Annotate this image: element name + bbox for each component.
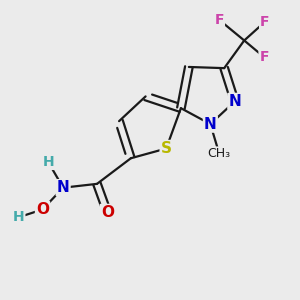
Text: O: O (101, 205, 114, 220)
Text: H: H (13, 210, 25, 224)
Text: N: N (57, 180, 70, 195)
Text: F: F (214, 13, 224, 27)
Text: N: N (204, 117, 217, 132)
Text: O: O (36, 202, 49, 217)
Text: F: F (260, 15, 270, 29)
Text: CH₃: CH₃ (208, 147, 231, 160)
Text: N: N (228, 94, 241, 109)
Text: F: F (260, 50, 269, 64)
Text: S: S (161, 141, 172, 156)
Text: H: H (43, 155, 54, 170)
